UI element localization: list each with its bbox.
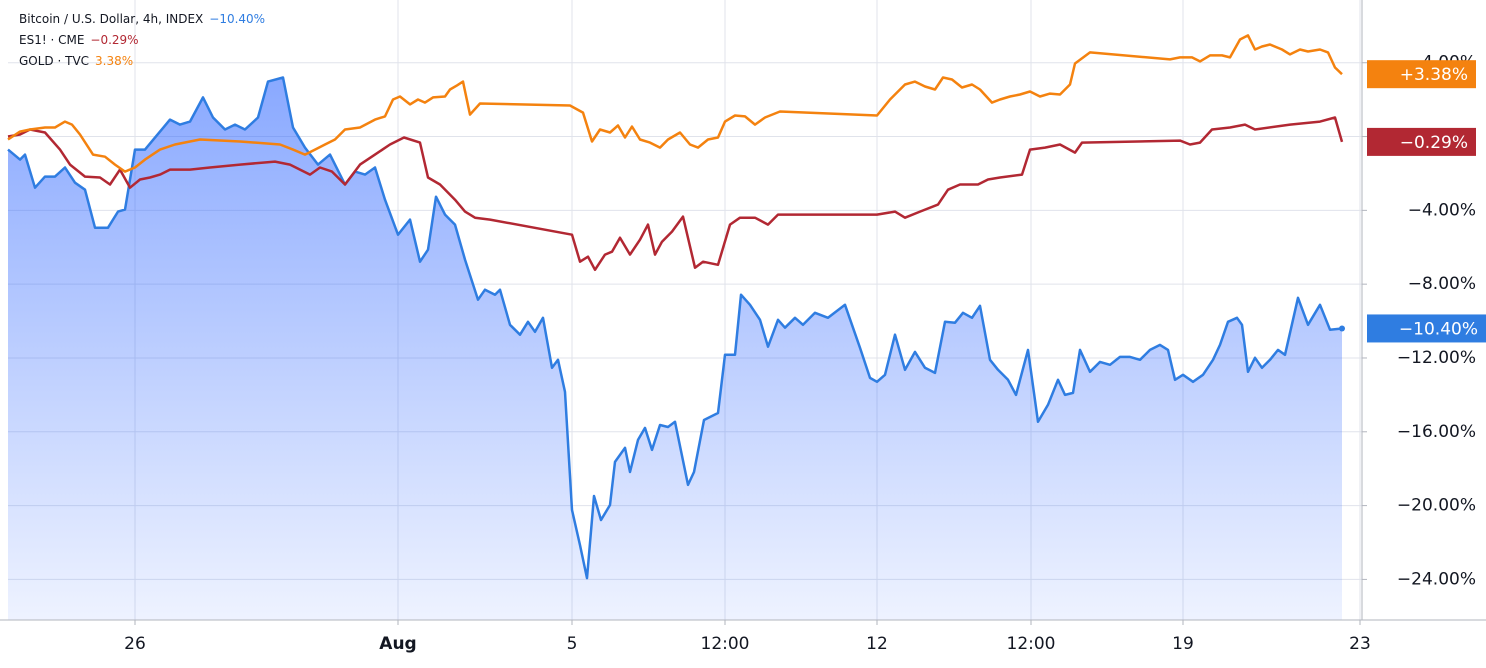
y-tick-label: −8.00% xyxy=(1408,274,1476,294)
y-tick-label: −16.00% xyxy=(1397,422,1476,442)
legend-name: Bitcoin / U.S. Dollar, 4h, INDEX xyxy=(19,12,203,26)
legend-change: 3.38% xyxy=(95,54,133,68)
y-tick-label: −4.00% xyxy=(1408,200,1476,220)
line xyxy=(7,76,1343,580)
price-badge-label: −10.40% xyxy=(1399,319,1478,339)
legend-name: GOLD · TVC xyxy=(19,54,89,68)
y-tick-label: −12.00% xyxy=(1397,348,1476,368)
area xyxy=(8,77,1342,620)
legend-entry: ES1! · CME −0.29% xyxy=(19,33,139,47)
price-badge xyxy=(1367,314,1486,343)
x-tick-label: 19 xyxy=(1172,634,1194,654)
legend: Bitcoin / U.S. Dollar, 4h, INDEX −10.40% E… xyxy=(19,12,265,68)
price-badge-label: −0.29% xyxy=(1400,133,1468,153)
legend-name: ES1! · CME xyxy=(19,33,84,47)
x-tick-label: Aug xyxy=(379,634,416,654)
y-tick-label: −20.00% xyxy=(1397,496,1476,516)
x-tick-label: 12:00 xyxy=(701,634,750,654)
legend-entry: GOLD · TVC 3.38% xyxy=(19,54,133,68)
x-tick-label: 12 xyxy=(866,634,888,654)
line xyxy=(7,34,1343,173)
x-tick-label: 5 xyxy=(567,634,578,654)
x-tick-label: 23 xyxy=(1349,634,1371,654)
legend-entry: Bitcoin / U.S. Dollar, 4h, INDEX −10.40% xyxy=(19,12,265,26)
axes: 4.00%0.00%−4.00%−8.00%−12.00%−16.00%−20.… xyxy=(124,53,1486,654)
price-badge xyxy=(1367,60,1476,89)
last-point xyxy=(1339,325,1345,332)
plot xyxy=(7,34,1345,620)
price-badge-label: +3.38% xyxy=(1400,65,1468,85)
y-tick-label: −24.00% xyxy=(1397,569,1476,589)
x-tick-label: 26 xyxy=(124,634,146,654)
price-badge xyxy=(1367,127,1476,156)
legend-change: −10.40% xyxy=(209,12,265,26)
line xyxy=(7,116,1344,272)
legend-change: −0.29% xyxy=(90,33,138,47)
x-tick-label: 12:00 xyxy=(1007,634,1056,654)
